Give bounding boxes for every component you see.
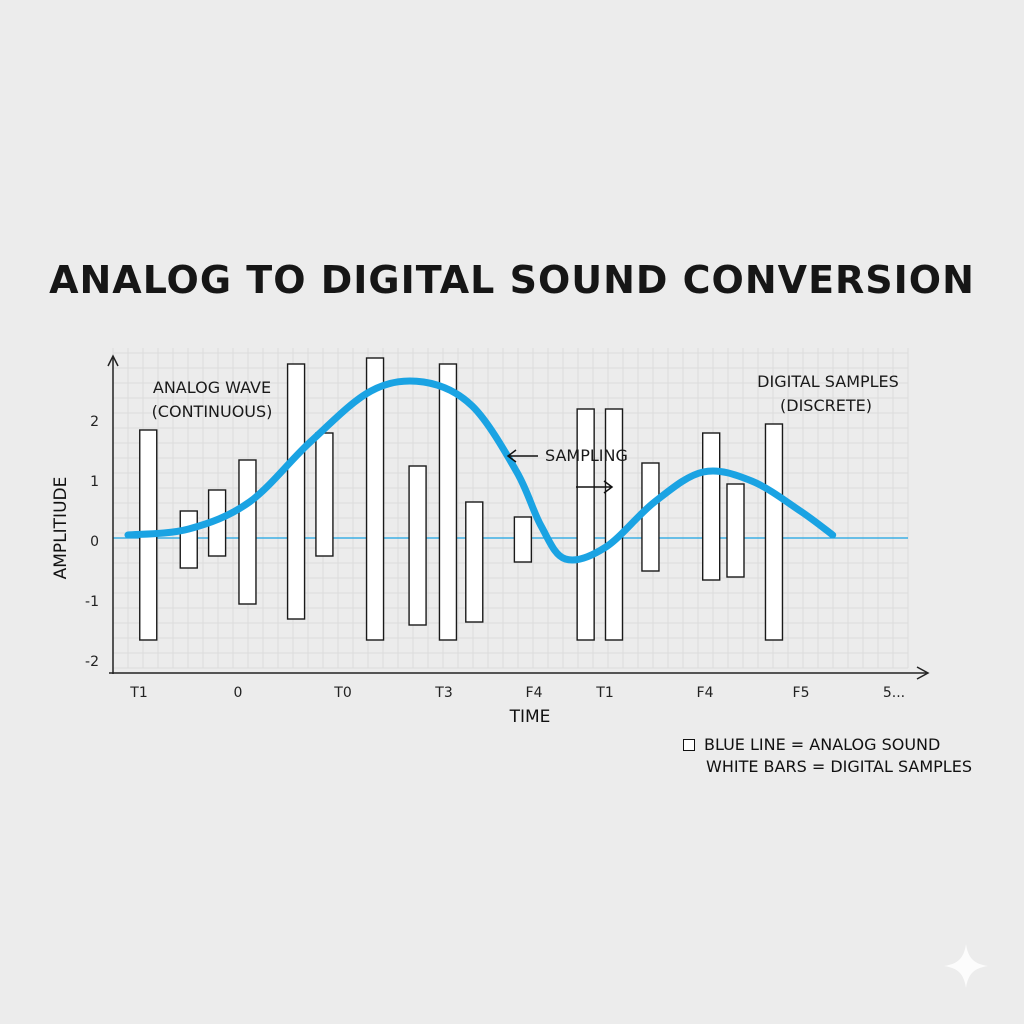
x-tick-label: F5 [793, 685, 810, 701]
legend: BLUE LINE = ANALOG SOUND WHITE BARS = DI… [683, 734, 972, 778]
sample-bar [726, 483, 745, 578]
legend-row-analog: BLUE LINE = ANALOG SOUND [683, 734, 972, 756]
sample-bar [465, 501, 484, 623]
sample-bar [408, 465, 427, 626]
sample-bar [438, 363, 458, 641]
x-tick-label: F4 [526, 685, 543, 701]
analog-wave-label: ANALOG WAVE [153, 378, 271, 397]
sample-bar [641, 462, 660, 572]
sample-bar [365, 357, 385, 641]
digital-samples-label: DIGITAL SAMPLES [757, 372, 899, 391]
sample-bar [238, 459, 257, 605]
x-tick-label: T3 [434, 685, 452, 701]
sample-bar [286, 363, 306, 620]
x-tick-labels: T1 0 T0 T3 F4 T1 F4 F5 5... [129, 685, 905, 701]
analog-wave-sublabel: (CONTINUOUS) [152, 402, 273, 421]
sample-bar [513, 516, 533, 563]
sample-bar [179, 510, 198, 569]
analog-wave-line [124, 377, 837, 564]
x-tick-label: 0 [234, 685, 243, 701]
y-tick-label: -2 [85, 654, 99, 670]
x-tick-label: 5... [883, 685, 905, 701]
legend-analog-text: BLUE LINE = ANALOG SOUND [704, 735, 941, 754]
sample-bar [702, 432, 721, 581]
sparkle-icon [944, 944, 988, 988]
x-tick-label: T1 [595, 685, 613, 701]
legend-swatch [683, 739, 695, 751]
legend-row-digital: WHITE BARS = DIGITAL SAMPLES [683, 756, 972, 778]
y-tick-label: 0 [90, 534, 99, 550]
y-tick-label: 2 [90, 414, 99, 430]
y-tick-label: -1 [85, 594, 99, 610]
sample-bar [576, 408, 595, 641]
arrow-right-icon [576, 480, 614, 494]
sample-bars [139, 357, 784, 641]
sample-bar [315, 432, 334, 557]
page-title: ANALOG TO DIGITAL SOUND CONVERSION [49, 258, 975, 302]
arrow-left-icon [506, 449, 538, 463]
y-tick-labels: 2 1 0 -1 -2 [85, 414, 99, 670]
x-tick-label: T0 [333, 685, 351, 701]
x-tick-label: F4 [697, 685, 714, 701]
y-tick-label: 1 [90, 474, 99, 490]
sampling-label: SAMPLING [545, 446, 628, 465]
sample-bar [764, 423, 784, 641]
axes [107, 354, 930, 680]
x-axis-title: TIME [509, 707, 551, 727]
x-axis-arrow [916, 666, 930, 680]
y-axis-title: AMPLITIUDE [51, 477, 71, 580]
digital-samples-sublabel: (DISCRETE) [780, 396, 872, 415]
legend-digital-text: WHITE BARS = DIGITAL SAMPLES [706, 757, 972, 776]
sample-bar [604, 408, 624, 641]
y-axis-arrow [107, 354, 119, 367]
x-tick-label: T1 [129, 685, 147, 701]
